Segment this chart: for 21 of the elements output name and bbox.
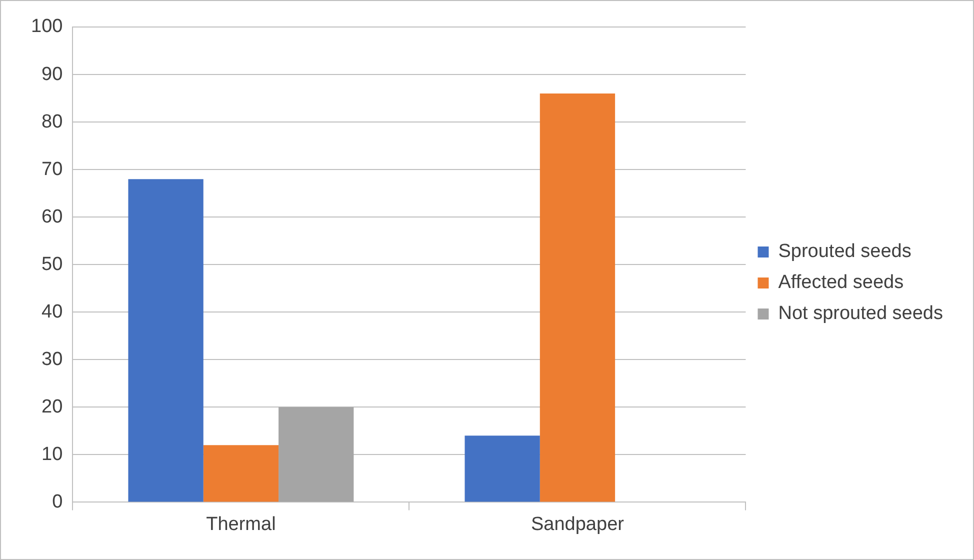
y-tick-label: 50 [42,254,63,275]
x-tick-label: Sandpaper [530,514,625,535]
y-tick-label: 100 [31,16,63,38]
bar [128,179,204,502]
y-tick-label: 90 [42,64,63,85]
legend-label: Sprouted seeds [778,241,912,262]
y-tick-label: 40 [42,301,63,322]
legend-label: Not sprouted seeds [778,303,943,324]
bar [278,407,354,502]
y-tick-label: 60 [42,206,63,228]
y-tick-label: 20 [42,396,63,418]
y-tick-label: 80 [42,111,63,132]
y-tick-label: 0 [52,491,63,512]
legend-label: Affected seeds [778,272,904,294]
y-tick-label: 10 [42,444,63,465]
bar [203,445,279,502]
y-tick-label: 70 [42,158,63,180]
x-tick-label: Thermal [206,514,276,535]
bar [540,94,616,502]
y-tick-label: 30 [42,348,63,370]
bar [464,436,540,502]
